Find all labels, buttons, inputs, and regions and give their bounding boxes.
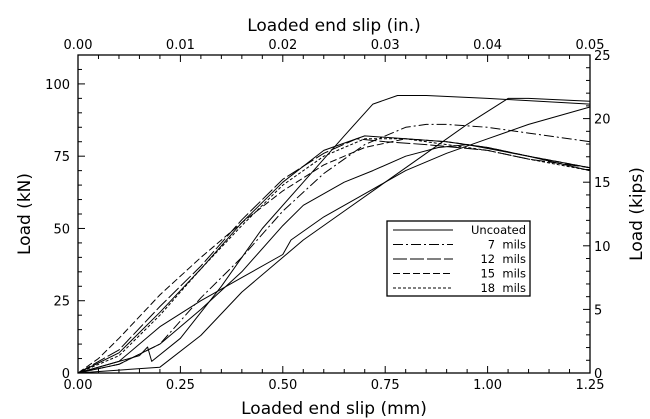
x2-tick-label: 0.05 [576,38,605,53]
y-axis-title-right: Load (kips) [627,167,647,261]
legend-label: 7 mils [488,238,526,252]
y-tick-label: 100 [45,78,70,93]
x-tick-label: 0.00 [64,378,93,393]
plot-frame [77,54,591,374]
x-tick-label: 1.25 [576,378,605,393]
x-tick-label: 1.00 [473,378,502,393]
legend-box [386,220,531,297]
y2-tick-label: 0 [594,367,602,382]
y-tick-label: 25 [53,295,70,310]
y-axis-title-left: Load (kN) [15,173,35,255]
x-tick-label: 0.25 [166,378,195,393]
x-tick-label: 0.50 [268,378,297,393]
x2-tick-label: 0.00 [64,38,93,53]
y2-tick-label: 15 [594,176,611,191]
x2-tick-label: 0.04 [473,38,502,53]
x-tick-label: 0.75 [371,378,400,393]
series-line-3 [77,106,591,374]
y-tick-label: 0 [62,367,70,382]
tick-labels: 0.00 0.25 0.50 0.75 1.00 1.25 0.00 0.01 0.02 0.03… [45,38,610,393]
series-line-2 [77,144,591,374]
legend-label: 12 mils [480,252,526,266]
x-axis-title-top: Loaded end slip (in.) [247,16,421,36]
y-tick-label: 75 [53,150,70,165]
legend-label: Uncoated [471,223,526,237]
legend-label: 18 mils [480,281,526,295]
series-line-6 [77,138,591,374]
y2-tick-label: 20 [594,113,611,128]
x2-tick-label: 0.03 [371,38,400,53]
legend-label: 15 mils [480,267,526,281]
x2-tick-label: 0.02 [268,38,297,53]
series-line-1 [77,97,591,374]
series-line-8 [77,138,591,374]
x2-tick-label: 0.01 [166,38,195,53]
series-line-5 [77,123,591,374]
y2-tick-label: 5 [594,303,602,318]
y2-tick-label: 25 [594,49,611,64]
series-line-7 [77,138,591,374]
y2-tick-label: 10 [594,240,611,255]
axis-ticks [77,54,591,374]
y-tick-label: 50 [53,222,70,237]
data-series [77,95,591,374]
x-axis-title-bottom: Loaded end slip (mm) [241,399,427,419]
